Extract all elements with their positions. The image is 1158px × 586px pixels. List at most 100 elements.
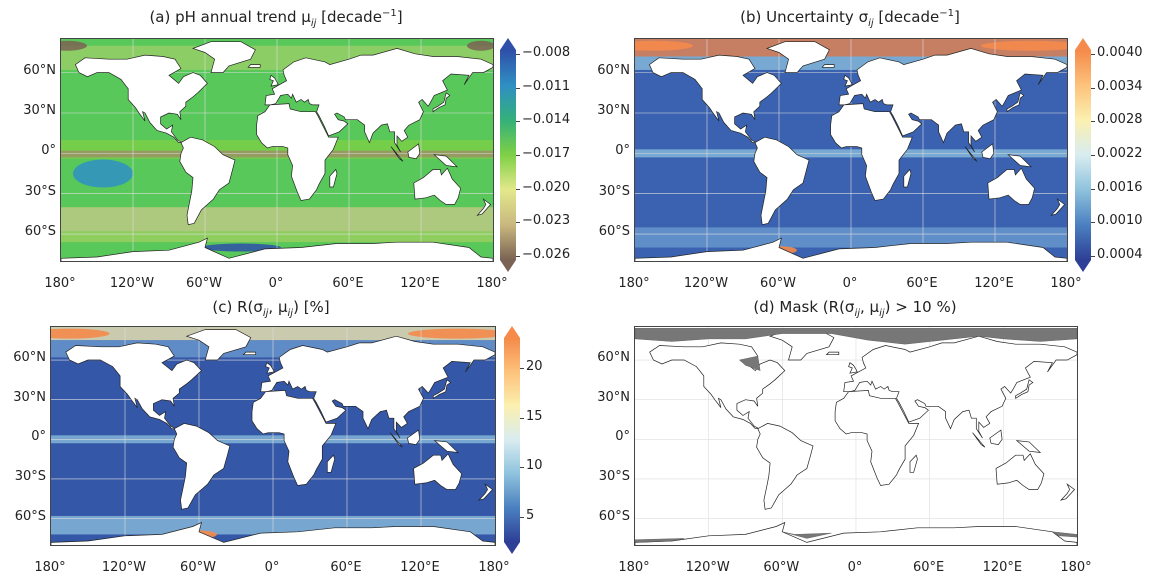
colorbar-tick (1091, 121, 1095, 123)
panel-a-field-patch (61, 40, 87, 51)
panel-c-landmass (185, 329, 252, 361)
panel-b-field-patch (635, 40, 693, 51)
panel-a-landmass (264, 48, 493, 153)
colorbar-tick-label: 20 (526, 358, 543, 374)
lat-label: 30°N (597, 103, 630, 118)
colorbar-tick (516, 188, 520, 190)
lat-label: 60°S (598, 508, 630, 524)
panel-a-landmass (256, 103, 339, 201)
panel-b-landmass (981, 143, 995, 160)
panel-c-landmass (242, 351, 257, 356)
colorbar-tick (1091, 222, 1095, 224)
lon-label: 120°E (982, 560, 1023, 575)
colorbar-tick (1091, 256, 1095, 257)
panel-a-landmass (329, 168, 338, 188)
colorbar-extend-bottom (1075, 260, 1091, 272)
panel-b-field-patch (981, 40, 1067, 51)
lat-label: 60°N (13, 350, 46, 366)
panel-a-landmass (432, 92, 451, 113)
lat-label: 0° (615, 429, 630, 445)
colorbar-tick (516, 54, 520, 55)
panel-b-title: (b) Uncertainty σij [decade−1] (740, 8, 960, 29)
mask-region (635, 538, 685, 543)
colorbar-body (500, 50, 516, 260)
panel-d-landmass (825, 351, 840, 356)
panel-d-landmass (1015, 379, 1034, 399)
panel-c-landmass (172, 423, 231, 510)
colorbar-tick (516, 222, 520, 224)
colorbar-extend-bottom (500, 260, 516, 272)
colorbar-tick (516, 155, 520, 156)
lon-label: 120°E (400, 276, 440, 291)
panel-c-landmass (326, 454, 336, 473)
colorbar-tick-label: 0.0028 (1097, 112, 1143, 128)
panel-b-colorbar (1075, 38, 1091, 272)
colorbar-tick-label: 0.0004 (1097, 247, 1143, 262)
colorbar-extend-top (500, 38, 516, 50)
lon-label: 0° (268, 276, 284, 291)
panel-d-landmass (972, 432, 986, 448)
panel-d-landmass (848, 362, 858, 374)
mask-region (738, 355, 761, 371)
panel-d-landmass (756, 423, 814, 510)
lon-label: 0° (842, 276, 858, 291)
colorbar-body (1075, 50, 1091, 260)
panel-d-landmass (1015, 440, 1042, 453)
lon-label: 120°W (685, 560, 730, 575)
colorbar-tick (1091, 155, 1095, 156)
panel-a-landmass (433, 154, 458, 168)
panel-c-landmass (260, 335, 495, 439)
panel-d-landmass (995, 453, 1045, 490)
colorbar-tick (1091, 188, 1095, 190)
lon-label: 60°W (180, 560, 216, 575)
lon-label: 60°E (906, 276, 938, 291)
lat-label: 0° (41, 143, 56, 159)
lon-label: 180° (44, 276, 76, 291)
panel-c-landmass (432, 379, 452, 399)
panel-b-landmass (821, 64, 835, 68)
panel-a-landmass (476, 198, 492, 216)
panel-a-landmass (74, 54, 208, 143)
lat-label: 30°S (14, 468, 46, 484)
panel-c-landmass (65, 342, 202, 430)
lon-label: 120°E (974, 276, 1014, 291)
colorbar-tick-label: 0.0010 (1097, 213, 1143, 229)
lon-label: 0° (264, 560, 280, 575)
lon-label: 60°W (760, 276, 796, 291)
panel-a-antarctica (61, 237, 493, 261)
lat-label: 30°S (598, 468, 630, 484)
lat-label: 60°N (597, 62, 630, 78)
panel-a-landmass (179, 136, 236, 226)
panel-b-landmass (753, 136, 810, 226)
lat-label: 30°S (24, 183, 56, 199)
mask-region (782, 531, 832, 539)
panel-b-antarctica (635, 237, 1067, 261)
lon-label: 120°W (683, 276, 729, 291)
lon-label: 180° (1050, 276, 1082, 291)
colorbar-tick-label: 5 (526, 508, 535, 524)
lon-label: 60°W (763, 560, 800, 575)
lat-label: 60°N (597, 350, 630, 366)
colorbar-tick (516, 121, 520, 123)
panel-d-landmass (989, 429, 1003, 445)
panel-b-landmass (765, 41, 830, 73)
panel-b-map-svg (635, 39, 1067, 261)
panel-a-field-patch (467, 40, 493, 51)
panel-a-landmass (390, 146, 404, 162)
lon-label: 60°E (332, 276, 364, 291)
lon-label: 60°E (330, 560, 362, 575)
panel-c-field-patch (408, 328, 495, 339)
panel-b-landmass (843, 74, 853, 87)
colorbar-tick-label: −0.014 (522, 112, 571, 128)
panel-c-map-svg (51, 327, 495, 545)
panel-b-landmass (987, 167, 1035, 205)
panel-d-map (634, 326, 1078, 546)
lon-label: 120°W (101, 560, 147, 575)
panel-b-landmass (838, 48, 1067, 153)
colorbar-tick-label: 0.0034 (1097, 78, 1143, 94)
lat-label: 30°S (598, 183, 630, 199)
panel-b-map (634, 38, 1068, 262)
panel-a-colorbar-svg (500, 38, 516, 272)
panel-d-landmass (909, 454, 918, 473)
panel-c-landmass (265, 362, 275, 374)
